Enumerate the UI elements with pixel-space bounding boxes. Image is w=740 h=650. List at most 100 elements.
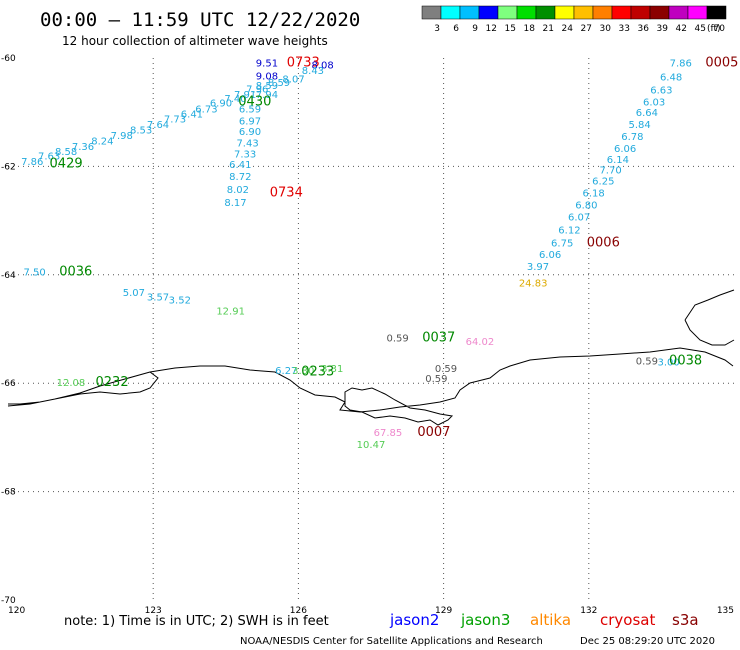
wave-height-label: 3.52 — [169, 296, 191, 307]
colorbar-swatch — [421, 5, 442, 20]
wave-height-label: 6.41 — [229, 160, 251, 171]
wave-height-label: 6.78 — [621, 132, 643, 143]
wave-height-label: 0.59 — [425, 374, 447, 385]
map-area: 120 123 126 129 132 135 -60 -62 -64 -66 -68 -70 9.5… — [1, 54, 738, 616]
lon-tick-label: 132 — [580, 606, 597, 616]
colorbar: 3 6 9 12 15 18 21 24 27 30 33 36 39 42 45 70 — [421, 5, 727, 34]
satellite-legend: jason2 jason3 altika cryosat s3a — [389, 611, 699, 629]
footer-credit: NOAA/NESDIS Center for Satellite Applica… — [240, 636, 543, 647]
lat-tick-label: -66 — [1, 379, 16, 389]
wave-height-label: 8.58 — [55, 147, 77, 158]
wave-height-label: 3.00 — [658, 358, 680, 369]
wave-height-label: 3.31 — [321, 364, 343, 375]
lon-tick-label: 120 — [8, 606, 25, 616]
legend-jason2: jason2 — [389, 611, 439, 629]
wave-height-label: 7.96 — [246, 84, 268, 95]
colorbar-swatch — [478, 5, 499, 20]
lon-tick-label: 123 — [145, 606, 162, 616]
footer-timestamp: Dec 25 08:29:20 UTC 2020 — [580, 636, 715, 647]
colorbar-tick-label: 12 — [486, 24, 497, 34]
wave-height-label: 6.90 — [239, 127, 261, 138]
colorbar-swatch — [516, 5, 537, 20]
pass-time-label: 0007 — [417, 425, 450, 440]
wave-height-label: 6.18 — [583, 188, 605, 199]
lat-tick-label: -70 — [1, 596, 16, 606]
pass-time-label: 0006 — [587, 235, 620, 250]
wave-height-label: 8.08 — [311, 61, 333, 72]
lat-tick-label: -64 — [1, 271, 16, 281]
wave-height-label: 5.84 — [628, 120, 650, 131]
lat-tick-label: -62 — [1, 162, 16, 172]
wave-height-label: 0.59 — [636, 356, 658, 367]
page-subtitle: 12 hour collection of altimeter wave hei… — [62, 34, 328, 48]
wave-height-label: 7.91 — [234, 90, 256, 101]
wave-height-label: 7.43 — [236, 139, 258, 150]
colorbar-tick-label: 36 — [638, 24, 650, 34]
colorbar-tick-label: 3 — [434, 24, 440, 34]
wave-height-label: 6.14 — [607, 155, 629, 166]
wave-height-label: 64.02 — [466, 337, 495, 348]
wave-height-label: 7.40 — [224, 94, 246, 105]
wave-height-label: 6.06 — [614, 144, 636, 155]
wave-height-label: 67.85 — [374, 428, 403, 439]
colorbar-tick-label: 33 — [619, 24, 630, 34]
wave-height-label: 7.98 — [111, 131, 133, 142]
colorbar-swatch — [611, 5, 632, 20]
page-title: 00:00 — 11:59 UTC 12/22/2020 — [40, 9, 360, 31]
wave-height-label: 6.41 — [181, 109, 203, 120]
pass-time-label: 0036 — [59, 265, 92, 280]
colorbar-tick-label: 30 — [600, 24, 612, 34]
wave-height-label: 6.64 — [636, 108, 658, 119]
wave-height-label: 7.94 — [256, 90, 278, 101]
wave-height-label: 6.12 — [558, 225, 580, 236]
wave-height-label: 3.57 — [147, 292, 169, 303]
wave-height-label: 12.08 — [57, 378, 86, 389]
antarctic-coastline — [7, 289, 735, 426]
wave-height-label: 10.47 — [357, 440, 386, 451]
colorbar-swatch — [535, 5, 556, 20]
lat-tick-label: -68 — [1, 488, 16, 498]
pass-time-label: 0005 — [705, 55, 738, 70]
colorbar-tick-label: 6 — [453, 24, 459, 34]
colorbar-unit: (ft) — [707, 24, 721, 34]
wave-height-label: 6.63 — [650, 85, 672, 96]
lat-tick-label: -60 — [1, 54, 16, 64]
wave-height-label: 0.59 — [435, 364, 457, 375]
colorbar-swatch — [592, 5, 613, 20]
wave-height-label: 7.86 — [670, 58, 692, 69]
wave-height-label: 8.53 — [130, 126, 152, 137]
lon-tick-label: 129 — [435, 606, 452, 616]
legend-jason3: jason3 — [460, 611, 510, 629]
colorbar-tick-label: 9 — [472, 24, 478, 34]
wave-height-label: 8.59 — [268, 78, 290, 89]
wave-height-label: 6.75 — [551, 238, 573, 249]
pass-time-label: 0232 — [96, 375, 129, 390]
legend-altika: altika — [530, 611, 571, 629]
wave-height-label: 7.86 — [21, 157, 43, 168]
wave-height-label: 7.63 — [38, 152, 60, 163]
pass-time-label: 0233 — [301, 364, 334, 379]
wave-height-label: 7.64 — [147, 120, 169, 131]
wave-height-label: 7.50 — [23, 268, 45, 279]
wave-height-label: 6.03 — [643, 97, 665, 108]
lon-tick-label: 126 — [290, 606, 307, 616]
wave-height-label: 24.83 — [519, 278, 548, 289]
colorbar-swatch — [554, 5, 575, 20]
colorbar-swatch — [440, 5, 461, 20]
pass-time-label: 0733 — [287, 55, 320, 70]
pass-time-label: 0734 — [270, 185, 303, 200]
colorbar-swatch — [630, 5, 651, 20]
colorbar-swatch — [459, 5, 480, 20]
wave-height-label: 8.43 — [302, 66, 324, 77]
wave-height-label: 8.59 — [256, 81, 278, 92]
colorbar-tick-label: 27 — [581, 24, 592, 34]
wave-height-label: 8.07 — [282, 75, 304, 86]
legend-s3a: s3a — [672, 611, 699, 629]
colorbar-tick-label: 70 — [714, 24, 726, 34]
wave-height-label: 8.17 — [224, 198, 246, 209]
wave-height-label: 9.08 — [256, 71, 278, 82]
wave-height-label: 7.73 — [164, 115, 186, 126]
pass-time-label: 0430 — [238, 94, 271, 109]
